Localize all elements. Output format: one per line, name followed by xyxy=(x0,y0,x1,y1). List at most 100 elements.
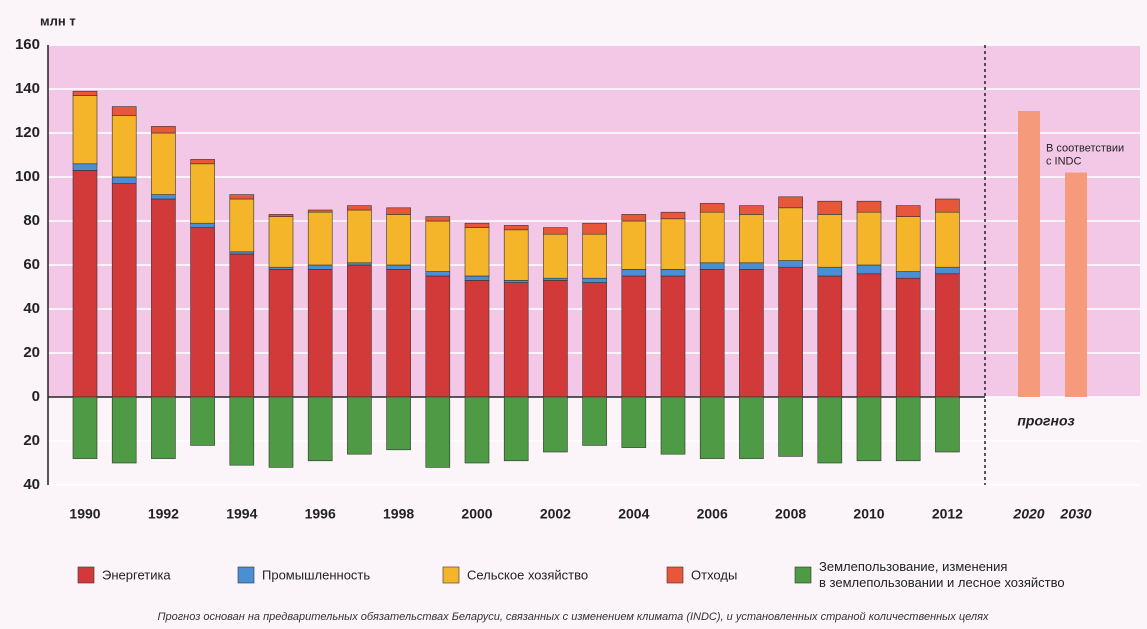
x-tick-label: 2002 xyxy=(540,506,571,522)
bar-segment xyxy=(856,264,882,275)
bar-segment xyxy=(856,211,882,266)
x-tick-label: 2000 xyxy=(461,506,492,522)
bar-segment xyxy=(739,269,764,398)
bar-segment xyxy=(503,280,529,283)
bar-segment xyxy=(660,269,686,277)
bar-segment xyxy=(386,264,411,270)
bar-segment xyxy=(72,170,98,398)
bar-segment xyxy=(699,203,725,213)
bar-segment xyxy=(935,396,960,453)
bar-segment xyxy=(386,207,411,215)
bar-segment xyxy=(895,277,921,398)
bar-segment xyxy=(425,275,451,398)
legend-swatch xyxy=(77,566,95,584)
bar-segment xyxy=(699,269,725,398)
forecast-bar xyxy=(1065,172,1087,397)
bar-segment xyxy=(464,280,490,398)
bar-segment xyxy=(543,280,568,398)
bar-segment xyxy=(503,282,529,398)
x-tick-label: 1994 xyxy=(226,506,257,522)
x-tick-label: 2004 xyxy=(618,506,649,522)
x-tick-label: 1990 xyxy=(69,506,100,522)
bar-segment xyxy=(699,396,725,459)
bar-segment xyxy=(151,126,176,134)
legend-label: Энергетика xyxy=(102,567,171,582)
bar-segment xyxy=(817,396,843,464)
bar-segment xyxy=(307,264,333,270)
bar-segment xyxy=(660,396,686,455)
bar-segment xyxy=(268,269,294,398)
legend-label: Отходы xyxy=(691,567,737,582)
bar-segment xyxy=(935,266,960,275)
y-tick-label: 100 xyxy=(15,168,40,185)
legend-swatch xyxy=(794,566,812,584)
x-tick-label: 2020 xyxy=(1012,506,1044,522)
bar-segment xyxy=(621,269,647,277)
bar-segment xyxy=(151,396,176,459)
bar-segment xyxy=(856,200,882,213)
bar-segment xyxy=(386,214,411,266)
bar-segment xyxy=(856,396,882,462)
bar-segment xyxy=(347,396,372,455)
bar-segment xyxy=(895,271,921,279)
bar-segment xyxy=(739,214,764,264)
bar-segment xyxy=(935,273,960,398)
bar-segment xyxy=(229,251,255,255)
bar-segment xyxy=(464,396,490,464)
bar-segment xyxy=(425,220,451,272)
y-tick-label: 140 xyxy=(15,80,40,97)
x-tick-label: 1992 xyxy=(148,506,179,522)
bar-segment xyxy=(268,396,294,468)
bar-segment xyxy=(229,396,255,466)
y-tick-label: 40 xyxy=(23,300,40,317)
bar-segment xyxy=(347,262,372,266)
bar-segment xyxy=(621,214,647,222)
bar-segment xyxy=(778,196,803,209)
x-tick-label: 2012 xyxy=(932,506,963,522)
bar-segment xyxy=(856,273,882,398)
bar-segment xyxy=(699,211,725,264)
legend-swatch xyxy=(442,566,460,584)
bar-segment xyxy=(347,264,372,398)
bar-segment xyxy=(307,211,333,266)
bar-segment xyxy=(895,216,921,272)
y-tick-label: 60 xyxy=(23,256,40,273)
bar-segment xyxy=(778,207,803,261)
bar-segment xyxy=(660,275,686,398)
y-tick-label: 20 xyxy=(23,344,40,361)
bar-segment xyxy=(582,233,607,279)
bar-segment xyxy=(582,277,607,283)
bar-segment xyxy=(72,396,98,459)
bar-segment xyxy=(621,220,647,270)
bar-segment xyxy=(739,205,764,215)
bar-segment xyxy=(268,214,294,217)
bar-segment xyxy=(268,216,294,268)
bar-segment xyxy=(386,269,411,398)
x-tick-label: 1998 xyxy=(383,506,414,522)
bar-segment xyxy=(307,396,333,462)
bar-segment xyxy=(111,183,137,398)
bar-segment xyxy=(739,396,764,459)
bar-segment xyxy=(739,262,764,270)
bar-segment xyxy=(778,266,803,398)
bar-segment xyxy=(464,275,490,281)
forecast-annotation: В соответствии с INDC xyxy=(1046,142,1124,167)
bar-segment xyxy=(464,222,490,228)
bar-segment xyxy=(151,194,176,200)
x-tick-label: 2008 xyxy=(775,506,806,522)
bar-segment xyxy=(229,194,255,200)
bar-segment xyxy=(190,396,215,446)
bar-segment xyxy=(582,222,607,235)
bar-segment xyxy=(660,218,686,270)
bar-segment xyxy=(268,266,294,270)
bar-segment xyxy=(621,275,647,398)
x-tick-label: 2006 xyxy=(697,506,728,522)
bar-segment xyxy=(347,209,372,264)
bar-segment xyxy=(347,205,372,211)
legend-label: Сельское хозяйство xyxy=(467,567,588,582)
bar-segment xyxy=(503,229,529,281)
legend-swatch xyxy=(237,566,255,584)
y-tick-label: 0 xyxy=(32,388,40,405)
forecast-label: прогноз xyxy=(1017,413,1074,429)
